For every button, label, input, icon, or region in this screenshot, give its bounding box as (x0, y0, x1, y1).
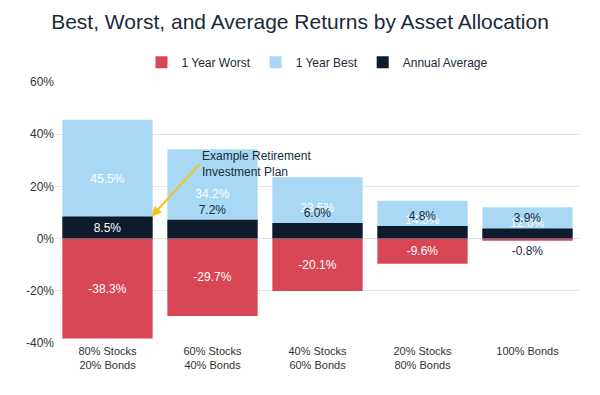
svg-text:-9.6%: -9.6% (407, 244, 439, 258)
svg-text:-0.8%: -0.8% (512, 244, 544, 258)
svg-text:3.9%: 3.9% (514, 211, 542, 225)
svg-text:0%: 0% (37, 232, 55, 246)
svg-text:14.5%: 14.5% (405, 213, 439, 227)
svg-text:-29.7%: -29.7% (193, 270, 231, 284)
svg-text:4.8%: 4.8% (409, 209, 437, 223)
svg-text:-40%: -40% (26, 336, 54, 350)
svg-text:-20.1%: -20.1% (298, 258, 336, 272)
svg-text:Annual Average: Annual Average (403, 56, 488, 70)
svg-text:60%: 60% (30, 75, 54, 89)
svg-text:8.5%: 8.5% (94, 221, 122, 235)
svg-text:Best, Worst, and Average Retur: Best, Worst, and Average Returns by Asse… (51, 10, 549, 33)
svg-text:20%: 20% (30, 180, 54, 194)
svg-text:80% Stocks20% Bonds: 80% Stocks20% Bonds (78, 345, 137, 371)
svg-text:7.2%: 7.2% (199, 203, 227, 217)
svg-text:100% Bonds: 100% Bonds (496, 345, 559, 357)
svg-text:20% Stocks80% Bonds: 20% Stocks80% Bonds (393, 345, 452, 371)
svg-text:23.5%: 23.5% (300, 201, 334, 215)
svg-text:40% Stocks60% Bonds: 40% Stocks60% Bonds (288, 345, 347, 371)
svg-text:Example RetirementInvestment P: Example RetirementInvestment Plan (202, 149, 311, 179)
svg-text:-38.3%: -38.3% (88, 282, 126, 296)
svg-text:6.0%: 6.0% (304, 206, 332, 220)
svg-text:34.2%: 34.2% (195, 187, 229, 201)
svg-text:1 Year Worst: 1 Year Worst (182, 56, 251, 70)
svg-text:-20%: -20% (26, 284, 54, 298)
svg-text:60% Stocks40% Bonds: 60% Stocks40% Bonds (183, 345, 242, 371)
svg-text:40%: 40% (30, 127, 54, 141)
svg-text:12.0%: 12.0% (510, 216, 544, 230)
svg-text:1 Year Best: 1 Year Best (296, 56, 358, 70)
svg-text:45.5%: 45.5% (90, 172, 124, 186)
